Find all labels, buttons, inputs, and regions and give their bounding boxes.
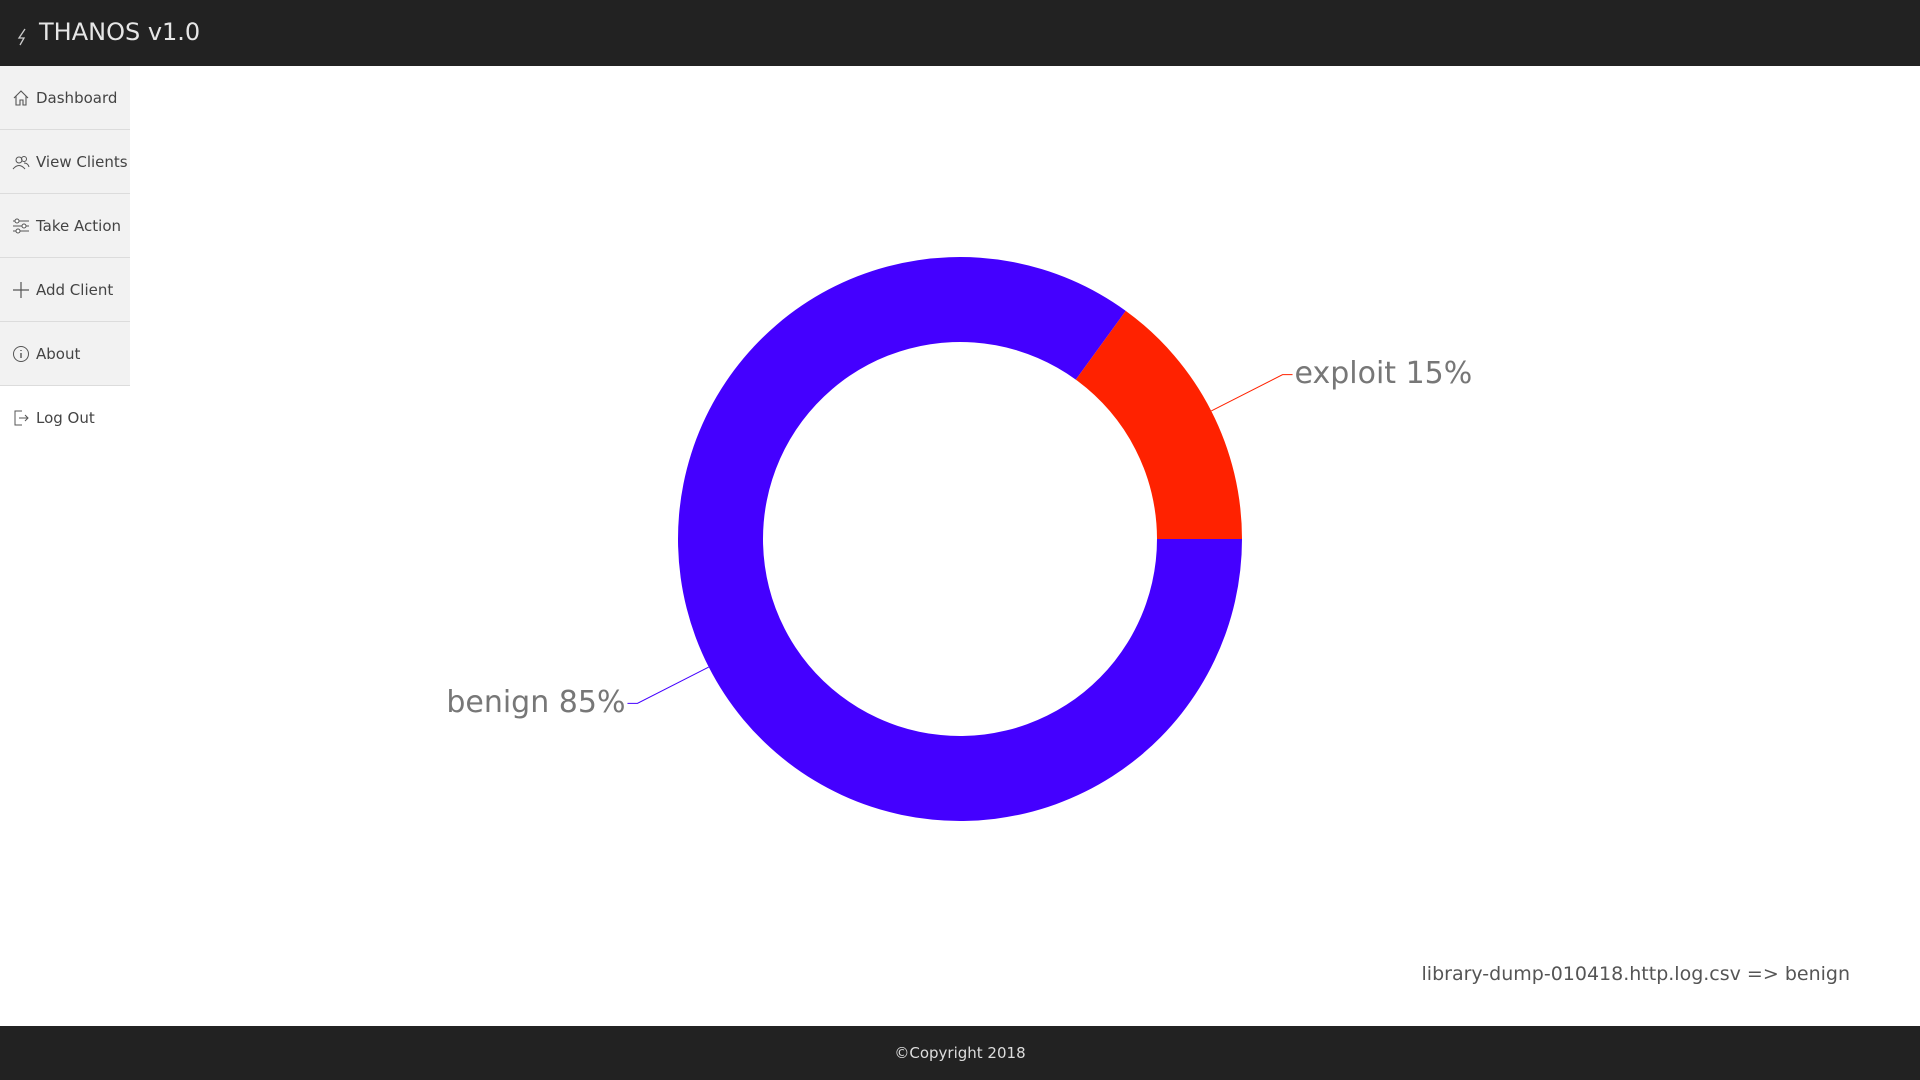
nav-label: Add Client — [36, 280, 114, 299]
logout-icon — [14, 410, 29, 426]
nav-add-client[interactable]: Add Client — [0, 258, 130, 322]
sliders-icon — [13, 218, 29, 233]
nav-take-action[interactable]: Take Action — [0, 194, 130, 258]
nav-log-out[interactable]: Log Out — [0, 386, 130, 450]
leader-line — [1211, 374, 1293, 412]
nav-label: Dashboard — [36, 88, 118, 107]
status-text: library-dump-010418.http.log.csv => beni… — [1421, 963, 1850, 985]
donut-slice — [1075, 310, 1242, 539]
copyright: ©Copyright 2018 — [894, 1044, 1026, 1062]
nav-label: Log Out — [36, 409, 95, 427]
donut-chart: benign 85% exploit 15% — [446, 256, 1473, 821]
plus-icon — [13, 281, 29, 298]
sidebar: Dashboard View Clients Take Action Add C… — [0, 66, 130, 450]
leader-line — [627, 666, 709, 704]
app-title: THANOS v1.0 — [39, 18, 201, 46]
top-bar: THANOS v1.0 — [0, 0, 1920, 66]
home-icon — [13, 89, 29, 106]
nav-dashboard[interactable]: Dashboard — [0, 66, 130, 130]
nav-about[interactable]: About — [0, 322, 130, 386]
slice-label: benign 85% — [446, 685, 625, 720]
info-icon — [13, 345, 29, 362]
donut-slice — [678, 256, 1242, 821]
bolt-icon — [17, 28, 26, 46]
users-icon — [12, 155, 30, 169]
nav-view-clients[interactable]: View Clients — [0, 130, 130, 194]
slice-label: exploit 15% — [1295, 356, 1473, 391]
footer: ©Copyright 2018 — [0, 1026, 1920, 1080]
nav-label: View Clients — [36, 152, 128, 171]
nav-label: Take Action — [36, 216, 121, 235]
nav-label: About — [36, 344, 81, 363]
